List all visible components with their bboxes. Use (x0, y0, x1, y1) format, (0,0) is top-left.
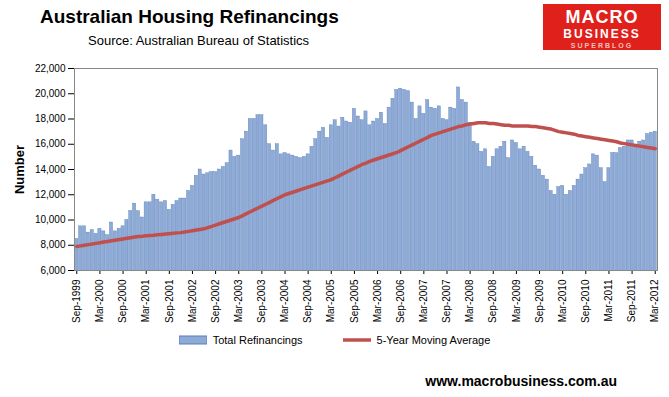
svg-text:Sep-2010: Sep-2010 (580, 279, 591, 323)
svg-text:Mar-2006: Mar-2006 (372, 279, 383, 322)
svg-text:Mar-2003: Mar-2003 (233, 279, 244, 322)
svg-text:Sep-2001: Sep-2001 (164, 279, 175, 323)
svg-text:Mar-2002: Mar-2002 (187, 279, 198, 322)
svg-text:20,000: 20,000 (35, 88, 66, 99)
svg-text:10,000: 10,000 (35, 214, 66, 225)
svg-text:Mar-2008: Mar-2008 (464, 279, 475, 322)
svg-text:Mar-2001: Mar-2001 (140, 279, 151, 322)
html-text:Australian Housing Refinancing: Australian Housing Refinancings (40, 6, 339, 27)
html-text:SUPERBLOG: SUPERBLOG (570, 42, 634, 49)
svg-text:8,000: 8,000 (40, 239, 65, 250)
html-text:MACRO: MACRO (565, 7, 639, 27)
html-text:Source: Australian Bureau of S: Source: Australian Bureau of Statistics (88, 33, 310, 48)
svg-text:Sep-2004: Sep-2004 (302, 279, 313, 323)
html-text:Total Refinancings: Total Refinancings (212, 334, 303, 346)
svg-text:Mar-2009: Mar-2009 (511, 279, 522, 322)
svg-text:16,000: 16,000 (35, 138, 66, 149)
svg-text:Sep-2000: Sep-2000 (117, 279, 128, 323)
svg-text:Sep-2002: Sep-2002 (210, 279, 221, 323)
svg-text:14,000: 14,000 (35, 164, 66, 175)
html-text:5-Year Moving Average: 5-Year Moving Average (376, 334, 491, 346)
svg-text:Sep-2011: Sep-2011 (626, 279, 637, 322)
svg-text:Mar-2005: Mar-2005 (325, 279, 336, 322)
svg-text:22,000: 22,000 (35, 63, 66, 74)
svg-text:Sep-1999: Sep-1999 (71, 279, 82, 323)
svg-text:Sep-2005: Sep-2005 (349, 279, 360, 323)
html-text:BUSINESS: BUSINESS (563, 27, 641, 41)
svg-text:Mar-2007: Mar-2007 (418, 279, 429, 322)
svg-text:Sep-2007: Sep-2007 (441, 279, 452, 323)
html-text:www.macrobusiness.com.au: www.macrobusiness.com.au (425, 373, 617, 389)
svg-text:18,000: 18,000 (35, 113, 66, 124)
svg-text:Number: Number (12, 145, 27, 194)
svg-text:Sep-2006: Sep-2006 (395, 279, 406, 323)
svg-text:Mar-2000: Mar-2000 (94, 279, 105, 322)
svg-text:Sep-2009: Sep-2009 (534, 279, 545, 323)
svg-text:Mar-2004: Mar-2004 (279, 279, 290, 322)
svg-text:Mar-2012: Mar-2012 (649, 279, 660, 322)
svg-text:6,000: 6,000 (40, 265, 65, 276)
svg-text:Mar-2011: Mar-2011 (603, 279, 614, 321)
svg-text:Sep-2008: Sep-2008 (487, 279, 498, 323)
svg-text:12,000: 12,000 (35, 189, 66, 200)
svg-text:Sep-2003: Sep-2003 (256, 279, 267, 323)
svg-text:Mar-2010: Mar-2010 (557, 279, 568, 322)
